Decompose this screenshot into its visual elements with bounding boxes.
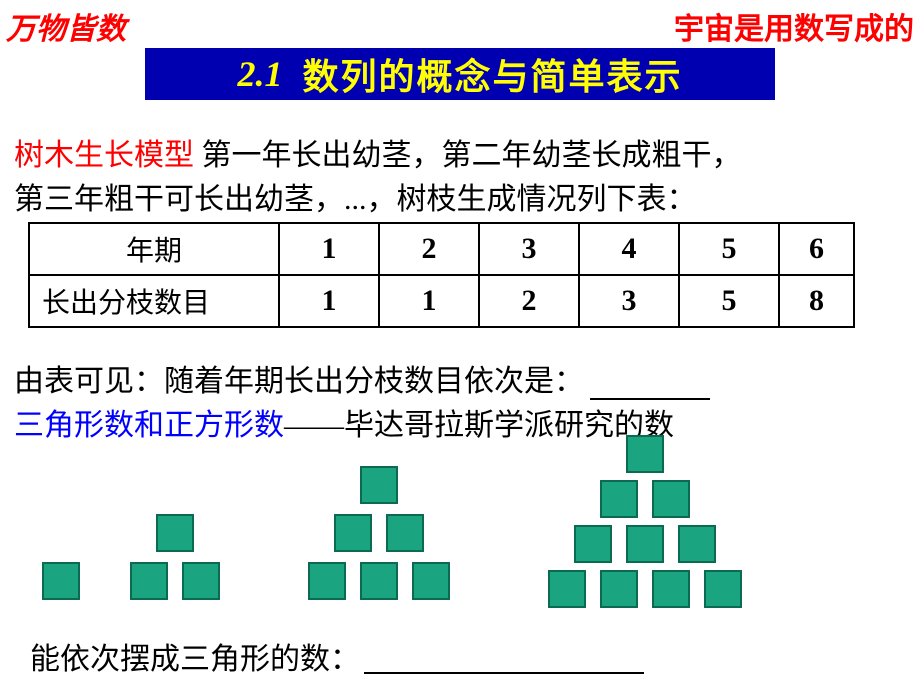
corner-left-motto: 万物皆数 [6,4,126,48]
observation-text: 由表可见：随着年期长出分枝数目依次是： [14,365,584,398]
blank-line [364,672,644,674]
square-icon [600,570,638,608]
square-icon [156,514,194,552]
branch-cell: 3 [579,275,679,327]
square-icon [308,562,346,600]
dash: —— [284,409,344,442]
header-branches: 长出分枝数目 [29,275,279,327]
square-icon [574,525,612,563]
square-icon [42,562,80,600]
section-title-bar: 2.1 数列的概念与简单表示 [145,48,775,100]
square-icon [600,480,638,518]
branch-cell: 1 [279,275,379,327]
square-icon [652,570,690,608]
corner-right-motto: 宇宙是用数写成的 [674,4,914,48]
square-icon [334,514,372,552]
figurate-line: 三角形数和正方形数——毕达哥拉斯学派研究的数 [14,404,674,448]
square-icon [704,570,742,608]
triangular-numbers-diagram [0,452,920,632]
branch-cell: 8 [779,275,854,327]
square-icon [548,570,586,608]
intro-line-2: 第三年粗干可长出幼茎，...，树枝生成情况列下表： [14,178,697,222]
year-cell: 2 [379,223,479,275]
model-label: 树木生长模型 [14,139,194,172]
square-icon [626,525,664,563]
branch-cell: 1 [379,275,479,327]
square-icon [182,562,220,600]
year-cell: 1 [279,223,379,275]
header-year: 年期 [29,223,279,275]
triangle-prompt-text: 能依次摆成三角形的数： [30,643,360,676]
year-cell: 6 [779,223,854,275]
branch-cell: 2 [479,275,579,327]
intro-text-1: 第一年长出幼茎，第二年幼茎长成粗干， [194,139,742,172]
section-number: 2.1 [237,53,282,95]
branch-cell: 5 [679,275,779,327]
table-row: 长出分枝数目 1 1 2 3 5 8 [29,275,854,327]
branch-table: 年期 1 2 3 4 5 6 长出分枝数目 1 1 2 3 5 8 [28,222,855,328]
table-row: 年期 1 2 3 4 5 6 [29,223,854,275]
square-icon [626,435,664,473]
intro-line-1: 树木生长模型 第一年长出幼茎，第二年幼茎长成粗干， [14,134,742,178]
square-icon [678,525,716,563]
figurate-desc: 毕达哥拉斯学派研究的数 [344,409,674,442]
year-cell: 4 [579,223,679,275]
observation-line: 由表可见：随着年期长出分枝数目依次是： [14,360,710,404]
blank-line [590,398,710,400]
triangle-prompt: 能依次摆成三角形的数： [30,634,644,678]
square-icon [386,514,424,552]
square-icon [412,562,450,600]
square-icon [652,480,690,518]
square-icon [360,562,398,600]
square-icon [360,466,398,504]
year-cell: 5 [679,223,779,275]
figurate-label: 三角形数和正方形数 [14,409,284,442]
square-icon [130,562,168,600]
section-title-text: 数列的概念与简单表示 [302,48,682,100]
year-cell: 3 [479,223,579,275]
